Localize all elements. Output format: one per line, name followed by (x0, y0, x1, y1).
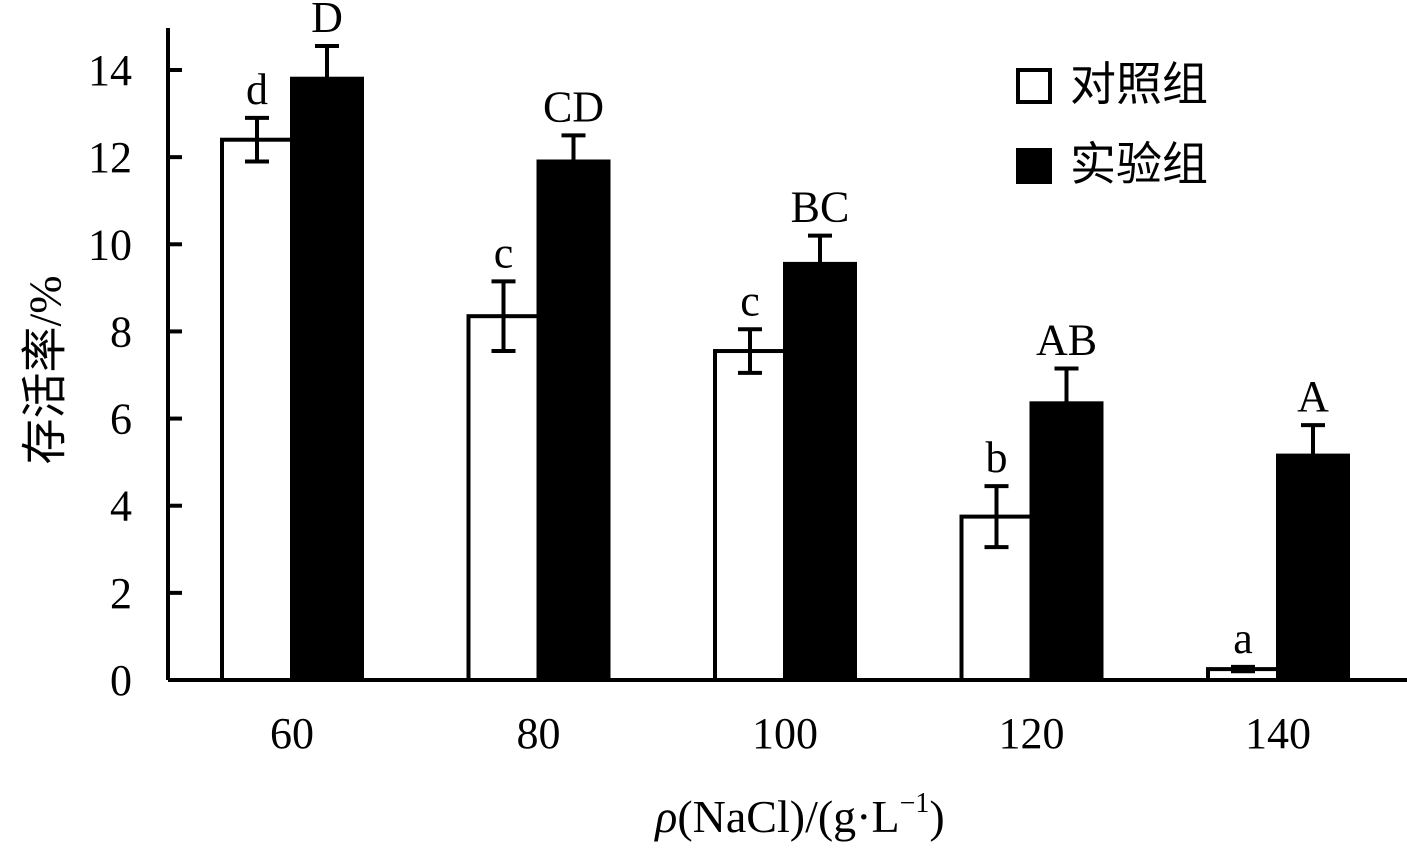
significance-label: b (986, 433, 1008, 482)
significance-label: BC (791, 183, 850, 232)
y-tick-label: 12 (88, 133, 132, 182)
y-tick-label: 10 (88, 220, 132, 269)
y-axis-title: 存活率/% (20, 275, 71, 464)
experiment-bar (1029, 401, 1104, 682)
y-tick-label: 8 (110, 307, 132, 356)
y-tick-label: 6 (110, 395, 132, 444)
significance-label: c (494, 228, 514, 277)
x-axis-title-main: (NaCl)/(g·L (677, 791, 899, 842)
legend-swatch (1016, 148, 1052, 184)
x-tick-label: 100 (752, 709, 818, 758)
control-bar (220, 137, 294, 682)
y-tick-label: 0 (110, 656, 132, 705)
experiment-bar (1276, 453, 1350, 682)
significance-labels: d c c b a D CD BC AB A (246, 0, 1329, 663)
x-axis-title-symbol: ρ (653, 791, 677, 842)
axes: 0 2 4 6 8 10 12 14 60 80 100 120 140 (88, 28, 1407, 758)
x-tick-label: 60 (270, 709, 314, 758)
x-tick-label: 80 (517, 709, 561, 758)
x-axis-title-suffix: ) (929, 791, 944, 842)
experiment-bar (783, 261, 857, 682)
y-tick-label: 4 (110, 482, 132, 531)
control-bar (466, 314, 541, 682)
x-tick-label: 140 (1245, 709, 1311, 758)
y-tick-label: 2 (110, 569, 132, 618)
x-tick-label: 120 (999, 709, 1065, 758)
significance-label: CD (543, 82, 604, 131)
x-axis-title-exponent: −1 (900, 788, 930, 819)
significance-label: c (740, 276, 760, 325)
legend-swatch (1016, 68, 1052, 104)
control-bar (713, 349, 787, 682)
experiment-bar (536, 159, 611, 682)
legend-label: 实验组 (1070, 139, 1208, 190)
y-tick-label: 14 (88, 46, 132, 95)
significance-label: d (246, 65, 268, 114)
significance-label: AB (1036, 315, 1097, 364)
error-bars (245, 44, 1325, 674)
significance-label: A (1297, 372, 1329, 421)
x-axis-title: ρ(NaCl)/(g·L−1) (653, 788, 944, 842)
legend-label: 对照组 (1070, 59, 1208, 110)
significance-label: a (1233, 614, 1253, 663)
experiment-bar (290, 76, 364, 682)
significance-label: D (311, 0, 343, 42)
bars (220, 76, 1350, 682)
